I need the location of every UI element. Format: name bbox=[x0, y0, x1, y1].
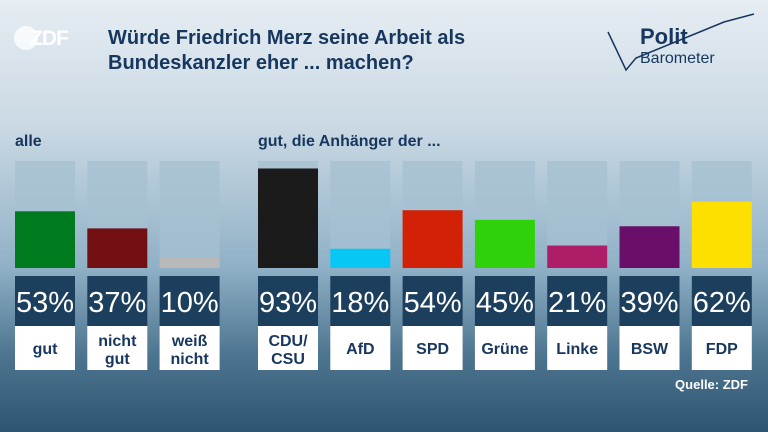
bar-fdp bbox=[691, 201, 752, 268]
badge-checkmark-icon bbox=[607, 13, 755, 72]
category-label-cdu-csu: CDU/ bbox=[268, 333, 308, 350]
bar-cdu-csu bbox=[258, 168, 318, 268]
category-box-afd bbox=[330, 326, 391, 370]
value-box-nicht-gut bbox=[87, 276, 148, 326]
source-note: Quelle: ZDF bbox=[675, 377, 748, 392]
category-label-gut: gut bbox=[33, 341, 59, 358]
bar-grüne bbox=[474, 219, 535, 268]
value-box-linke bbox=[547, 276, 608, 326]
category-box-grüne bbox=[474, 326, 535, 370]
category-label-bsw: BSW bbox=[631, 341, 669, 358]
value-label-bsw: 39% bbox=[620, 287, 678, 319]
category-label-weiß-nicht: nicht bbox=[170, 351, 209, 368]
value-box-grüne bbox=[474, 276, 535, 326]
chart-title: Würde Friedrich Merz seine Arbeit als Bu… bbox=[108, 26, 588, 76]
category-label-nicht-gut: gut bbox=[105, 351, 131, 368]
category-box-cdu-csu bbox=[258, 326, 318, 370]
value-label-fdp: 62% bbox=[693, 287, 751, 319]
category-box-bsw bbox=[619, 326, 680, 370]
category-box-weiß-nicht bbox=[159, 326, 220, 370]
bar-bsw bbox=[619, 226, 680, 268]
title-line-2: Bundeskanzler eher ... machen? bbox=[108, 52, 414, 74]
category-label-cdu-csu: CSU bbox=[271, 351, 305, 368]
value-label-linke: 21% bbox=[548, 287, 606, 319]
bar-track-weiß-nicht bbox=[159, 161, 220, 268]
title-line-1: Würde Friedrich Merz seine Arbeit als bbox=[108, 27, 466, 49]
category-label-nicht-gut: nicht bbox=[98, 333, 137, 350]
category-label-spd: SPD bbox=[416, 341, 449, 358]
category-box-fdp bbox=[691, 326, 752, 370]
value-label-grüne: 45% bbox=[476, 287, 534, 319]
section-label-parties: gut, die Anhänger der ... bbox=[258, 133, 441, 150]
value-label-gut: 53% bbox=[16, 287, 74, 319]
bar-nicht-gut bbox=[87, 228, 148, 268]
category-label-grüne: Grüne bbox=[481, 341, 528, 358]
category-box-linke bbox=[547, 326, 608, 370]
value-box-bsw bbox=[619, 276, 680, 326]
value-box-weiß-nicht bbox=[159, 276, 220, 326]
politbarometer-badge: Polit Barometer bbox=[606, 12, 756, 76]
logo-circle-icon bbox=[14, 26, 38, 50]
category-box-gut bbox=[15, 326, 75, 370]
value-label-weiß-nicht: 10% bbox=[161, 287, 219, 319]
bar-afd bbox=[330, 248, 391, 268]
badge-line-1: Polit bbox=[640, 24, 688, 49]
bar-weiß-nicht bbox=[159, 257, 220, 268]
badge-line-2: Barometer bbox=[640, 50, 715, 67]
section-label-all: alle bbox=[15, 133, 42, 150]
value-box-spd bbox=[402, 276, 463, 326]
category-label-fdp: FDP bbox=[706, 341, 738, 358]
value-box-afd bbox=[330, 276, 391, 326]
bar-spd bbox=[402, 210, 463, 268]
category-box-nicht-gut bbox=[87, 326, 148, 370]
value-box-gut bbox=[15, 276, 75, 326]
category-label-weiß-nicht: weiß bbox=[171, 333, 208, 350]
value-label-nicht-gut: 37% bbox=[88, 287, 146, 319]
category-label-afd: AfD bbox=[346, 341, 374, 358]
value-label-cdu-csu: 93% bbox=[259, 287, 317, 319]
category-label-linke: Linke bbox=[556, 341, 598, 358]
bar-gut bbox=[15, 211, 75, 268]
value-box-cdu-csu bbox=[258, 276, 318, 326]
bar-linke bbox=[547, 245, 608, 268]
value-label-afd: 18% bbox=[331, 287, 389, 319]
value-label-spd: 54% bbox=[404, 287, 462, 319]
category-box-spd bbox=[402, 326, 463, 370]
logo-text: ZDF bbox=[30, 27, 69, 50]
zdf-logo: ZDF bbox=[14, 26, 78, 52]
value-box-fdp bbox=[691, 276, 752, 326]
